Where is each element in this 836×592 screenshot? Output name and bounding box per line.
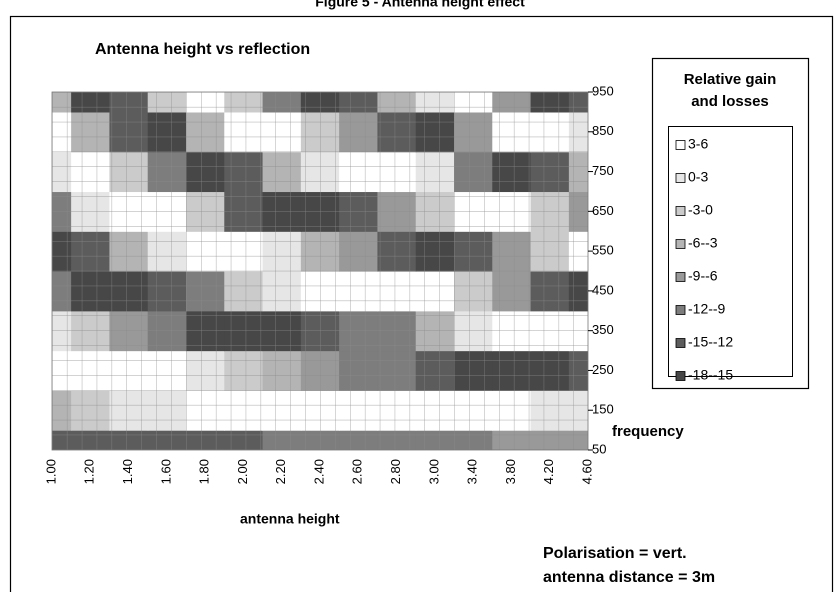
y-tick-label: 50 bbox=[592, 441, 606, 456]
legend-swatch bbox=[675, 140, 686, 150]
y-tick-label: 350 bbox=[592, 322, 614, 337]
y-tick-label: 850 bbox=[592, 123, 614, 138]
legend-swatch bbox=[675, 206, 686, 216]
x-tick-label: 2.60 bbox=[350, 459, 365, 484]
x-tick-label: 2.80 bbox=[388, 459, 403, 484]
legend-label: -15--12 bbox=[688, 334, 733, 350]
legend-inner-box bbox=[668, 126, 793, 377]
x-tick-label: 1.00 bbox=[43, 459, 58, 484]
y-tick-label: 650 bbox=[592, 203, 614, 218]
legend-swatch bbox=[675, 371, 686, 381]
y-tick-label: 250 bbox=[592, 362, 614, 377]
y-tick-label: 950 bbox=[592, 83, 614, 98]
y-tick-label: 450 bbox=[592, 282, 614, 297]
mesh bbox=[52, 92, 588, 450]
note: Polarisation = vert. bbox=[543, 545, 687, 562]
x-tick-label: 1.80 bbox=[197, 459, 212, 484]
legend-title: and losses bbox=[691, 93, 769, 110]
chart-title: Antenna height vs reflection bbox=[95, 41, 310, 58]
legend-swatch bbox=[675, 272, 686, 282]
figure-title: Figure 5 - Antenna height effect bbox=[315, 0, 525, 10]
legend-swatch bbox=[675, 305, 686, 315]
chart-frame bbox=[9, 15, 834, 592]
x-tick-label: 4.60 bbox=[579, 459, 594, 484]
legend-swatch bbox=[675, 239, 686, 249]
x-tick-label: 2.20 bbox=[273, 459, 288, 484]
legend-label: -12--9 bbox=[688, 301, 726, 317]
legend-label: -18--15 bbox=[688, 367, 733, 383]
y-tick-label: 750 bbox=[592, 163, 614, 178]
legend-label: -6--3 bbox=[688, 235, 718, 251]
legend-title: Relative gain bbox=[684, 71, 777, 88]
legend-label: -9--6 bbox=[688, 268, 718, 284]
x-tick-label: 2.40 bbox=[311, 459, 326, 484]
legend-label: 3-6 bbox=[688, 136, 708, 152]
x-axis-label: antenna height bbox=[240, 511, 340, 527]
x-tick-label: 1.20 bbox=[82, 459, 97, 484]
x-tick-label: 4.20 bbox=[541, 459, 556, 484]
legend-box bbox=[651, 57, 810, 390]
x-tick-label: 2.00 bbox=[235, 459, 250, 484]
x-tick-label: 3.80 bbox=[503, 459, 518, 484]
y-tick-label: 550 bbox=[592, 243, 614, 258]
y-tick-label: 150 bbox=[592, 402, 614, 417]
plot-border bbox=[51, 91, 589, 451]
legend-swatch bbox=[675, 338, 686, 348]
x-tick-label: 1.60 bbox=[158, 459, 173, 484]
x-tick-label: 3.40 bbox=[465, 459, 480, 484]
note: antenna distance = 3m bbox=[543, 569, 715, 586]
y-axis-label: frequency bbox=[612, 423, 684, 440]
legend-label: -3-0 bbox=[688, 202, 713, 218]
legend-swatch bbox=[675, 173, 686, 183]
legend-label: 0-3 bbox=[688, 169, 708, 185]
x-tick-label: 1.40 bbox=[120, 459, 135, 484]
x-tick-label: 3.00 bbox=[426, 459, 441, 484]
